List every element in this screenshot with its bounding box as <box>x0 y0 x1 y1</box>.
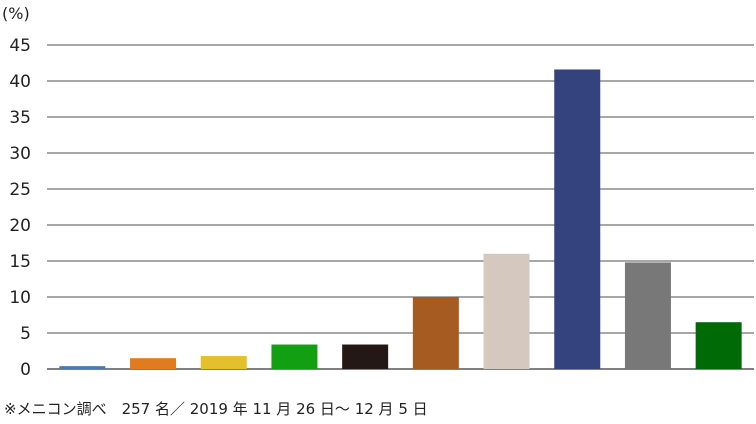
y-axis-unit-label: (%) <box>2 4 30 23</box>
y-tick-label: 5 <box>20 324 31 344</box>
y-tick-label: 20 <box>9 216 31 236</box>
gridlines <box>47 44 754 370</box>
bar <box>342 344 389 369</box>
y-tick-label: 15 <box>9 252 31 272</box>
bar <box>271 344 318 369</box>
y-axis-ticks: 0 5 10 15 20 25 30 35 40 45 <box>9 36 31 380</box>
bar <box>624 262 671 369</box>
y-tick-label: 40 <box>9 72 31 92</box>
bar <box>200 356 247 369</box>
y-tick-label: 0 <box>20 360 31 380</box>
bar <box>483 253 530 369</box>
bar-chart: (%) 0 5 10 15 20 25 30 35 40 45 <box>2 4 754 380</box>
bar <box>412 297 459 369</box>
y-tick-label: 25 <box>9 180 31 200</box>
bar <box>130 358 177 369</box>
y-tick-label: 30 <box>9 144 31 164</box>
bar <box>554 69 601 369</box>
y-tick-label: 35 <box>9 108 31 128</box>
bars <box>59 69 742 369</box>
y-tick-label: 45 <box>9 36 31 56</box>
y-tick-label: 10 <box>9 288 31 308</box>
footnote: ※メニコン調べ 257 名／ 2019 年 11 月 26 日～ 12 月 5 … <box>4 400 428 418</box>
bar <box>59 366 106 369</box>
bar <box>695 322 742 369</box>
